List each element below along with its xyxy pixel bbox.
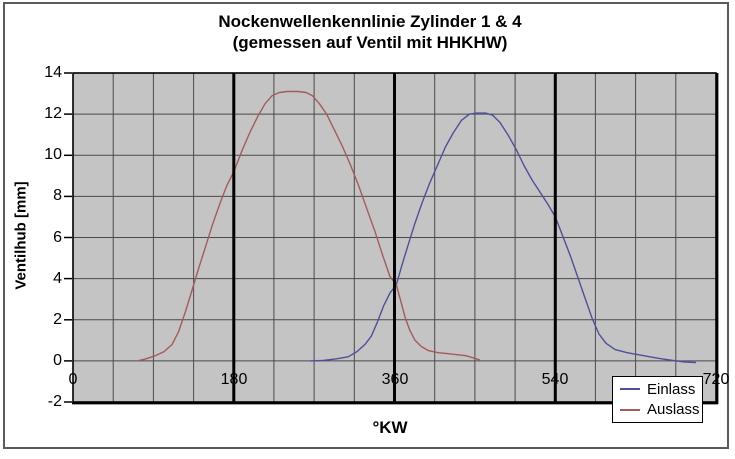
series-line-auslass: [136, 90, 480, 362]
y-tick-label: -2: [47, 393, 62, 410]
legend-label-auslass: Auslass: [647, 401, 700, 419]
chart-title-line2: (gemessen auf Ventil mit HHKHW): [232, 33, 508, 52]
x-tick-label: 0: [68, 371, 78, 388]
legend: Einlass Auslass: [612, 376, 703, 423]
chart-title: Nockenwellenkennlinie Zylinder 1 & 4 (ge…: [20, 11, 720, 53]
einlass-line-sample: [620, 388, 640, 391]
y-tick-label: 12: [44, 105, 62, 122]
y-tick-label: 10: [44, 146, 62, 163]
legend-item-auslass: Auslass: [620, 401, 702, 418]
x-tick-label: 540: [541, 371, 569, 388]
x-axis-title: °KW: [372, 418, 408, 437]
x-tick-label: 720: [702, 371, 730, 388]
legend-label-einlass: Einlass: [647, 380, 696, 398]
y-tick-label: 4: [53, 270, 62, 287]
y-tick-label: 0: [53, 352, 62, 369]
x-tick-label: 180: [220, 371, 248, 388]
y-tick-label: 2: [53, 311, 62, 328]
series-line-einlass: [309, 112, 697, 364]
chart-title-line1: Nockenwellenkennlinie Zylinder 1 & 4: [218, 12, 522, 31]
x-tick-label: 360: [381, 371, 409, 388]
y-tick-label: 14: [44, 64, 62, 81]
y-tick-label: 6: [53, 229, 62, 246]
legend-item-einlass: Einlass: [620, 381, 702, 398]
y-tick-label: 8: [53, 187, 62, 204]
auslass-line-sample: [620, 408, 640, 411]
